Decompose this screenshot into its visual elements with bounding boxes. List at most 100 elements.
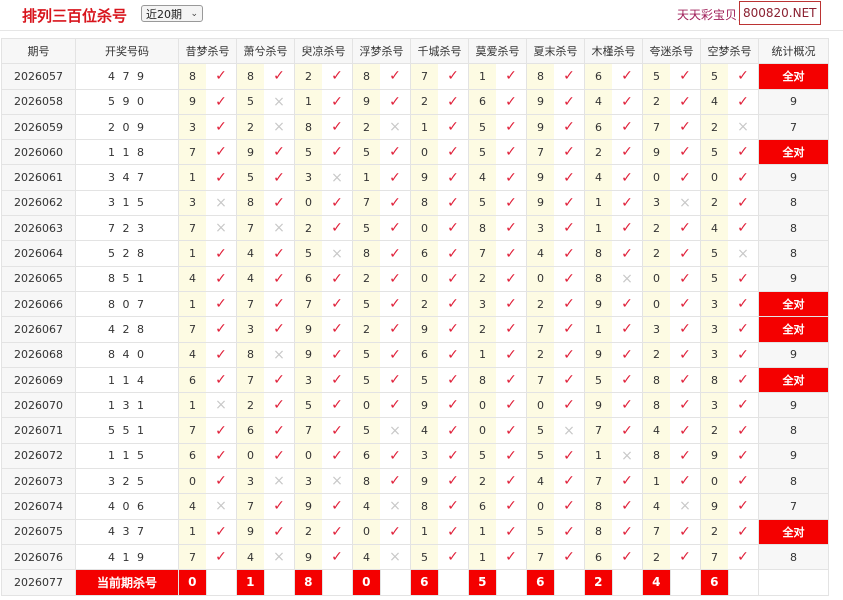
check-icon: ✓ xyxy=(496,316,527,343)
kill-number-cell: 3 xyxy=(526,215,554,242)
cross-icon: × xyxy=(554,417,585,444)
check-icon: ✓ xyxy=(322,316,353,343)
kill-number-cell: 8 xyxy=(352,63,380,90)
issue-cell: 2026069 xyxy=(1,366,76,394)
check-icon: ✓ xyxy=(612,88,643,115)
check-icon: ✓ xyxy=(380,316,411,343)
draw-number-cell: 1 1 5 xyxy=(75,442,179,470)
kill-number-cell: 8 xyxy=(526,63,554,90)
column-header: 萧兮杀号 xyxy=(236,37,295,65)
page-title: 排列三百位杀号 xyxy=(22,7,128,25)
kill-number-cell: 0 xyxy=(352,392,380,419)
check-icon: ✓ xyxy=(438,341,469,368)
check-icon: ✓ xyxy=(670,139,701,166)
kill-number-cell: 1 xyxy=(410,113,438,141)
kill-number-cell: 1 xyxy=(584,189,612,217)
issue-cell: 2026077 xyxy=(1,569,76,596)
check-icon: ✓ xyxy=(554,493,585,520)
check-icon: ✓ xyxy=(670,88,701,115)
kill-number-cell: 9 xyxy=(294,316,322,343)
kill-number-cell: 3 xyxy=(700,341,728,368)
issue-cell: 2026074 xyxy=(1,493,76,520)
kill-number-cell: 9 xyxy=(410,468,438,495)
check-icon: ✓ xyxy=(496,468,527,495)
kill-number-cell: 2 xyxy=(642,341,670,368)
kill-number-cell: 9 xyxy=(584,341,612,368)
draw-number-cell: 1 1 8 xyxy=(75,139,179,166)
stat-cell: 8 xyxy=(758,468,829,495)
check-icon: ✓ xyxy=(496,290,527,318)
kill-number-cell: 1 xyxy=(468,63,496,90)
current-kill-number: 6 xyxy=(700,569,729,596)
kill-number-cell: 2 xyxy=(410,88,438,115)
kill-number-cell: 1 xyxy=(178,240,206,267)
kill-number-cell: 5 xyxy=(294,139,322,166)
column-header: 臾凉杀号 xyxy=(294,37,353,65)
kill-number-cell: 2 xyxy=(294,63,322,90)
kill-number-cell: 7 xyxy=(294,290,322,318)
check-icon: ✓ xyxy=(612,366,643,394)
check-icon: ✓ xyxy=(554,215,585,242)
check-icon: ✓ xyxy=(206,265,237,292)
table-header-row: 期号 开奖号码 昔梦杀号 萧兮杀号 臾凉杀号 浮梦杀号 千城杀号 莫爱杀号 夏末杀号 木槿杀号 夸迷… xyxy=(1,37,829,65)
table-row: 2026060 1 1 8 7 ✓ 9 ✓ 5 ✓ 5 ✓ 0 ✓ 5 ✓ 7 ✓ 2 ✓ 9 ✓ 5 ✓ 全对 xyxy=(1,139,829,166)
kill-number-cell: 6 xyxy=(236,417,264,444)
kill-number-cell: 8 xyxy=(584,493,612,520)
table-row: 2026071 5 5 1 7 ✓ 6 ✓ 7 ✓ 5 × 4 ✓ 0 ✓ 5 × 7 ✓ 4 ✓ 2 ✓ 8 xyxy=(1,417,829,444)
kill-number-cell: 7 xyxy=(526,139,554,166)
check-icon: ✓ xyxy=(496,518,527,545)
check-icon: ✓ xyxy=(496,88,527,115)
kill-number-cell: 7 xyxy=(468,240,496,267)
stat-cell: 8 xyxy=(758,189,829,217)
check-icon: ✓ xyxy=(380,88,411,115)
check-icon: ✓ xyxy=(496,189,527,217)
kill-number-cell: 9 xyxy=(294,341,322,368)
check-icon: ✓ xyxy=(380,442,411,470)
check-icon: ✓ xyxy=(322,442,353,470)
check-icon: ✓ xyxy=(554,518,585,545)
period-select[interactable]: 近20期 ⌄ xyxy=(141,5,203,22)
check-icon: ✓ xyxy=(612,392,643,419)
check-icon: ✓ xyxy=(322,493,353,520)
kill-number-cell: 4 xyxy=(700,215,728,242)
kill-number-cell: 4 xyxy=(642,493,670,520)
kill-number-cell: 2 xyxy=(468,316,496,343)
kill-number-cell: 8 xyxy=(294,113,322,141)
check-icon: ✓ xyxy=(264,366,295,394)
check-icon: ✓ xyxy=(728,215,759,242)
check-icon: ✓ xyxy=(206,88,237,115)
kill-number-cell: 0 xyxy=(178,468,206,495)
kill-number-cell: 3 xyxy=(700,392,728,419)
kill-number-cell: 2 xyxy=(294,215,322,242)
stat-cell: 9 xyxy=(758,164,829,191)
check-icon: ✓ xyxy=(438,468,469,495)
brand-badge[interactable]: 800820.NET xyxy=(739,1,821,25)
stat-cell: 全对 xyxy=(758,139,829,166)
check-icon: ✓ xyxy=(612,417,643,444)
kill-number-cell: 6 xyxy=(584,63,612,90)
check-icon: ✓ xyxy=(554,543,585,571)
kill-number-cell: 5 xyxy=(526,442,554,470)
kill-number-cell: 2 xyxy=(468,468,496,495)
check-icon: ✓ xyxy=(206,442,237,470)
check-icon: ✓ xyxy=(206,240,237,267)
check-icon: ✓ xyxy=(496,215,527,242)
cross-icon: × xyxy=(612,442,643,470)
kill-number-cell: 9 xyxy=(236,518,264,545)
table-row: 2026070 1 3 1 1 × 2 ✓ 5 ✓ 0 ✓ 9 ✓ 0 ✓ 0 ✓ 9 ✓ 8 ✓ 3 ✓ 9 xyxy=(1,392,829,419)
cross-icon: × xyxy=(728,113,759,141)
kill-number-cell: 7 xyxy=(178,215,206,242)
check-icon: ✓ xyxy=(728,139,759,166)
kill-number-cell: 8 xyxy=(642,392,670,419)
kill-number-cell: 5 xyxy=(700,240,728,267)
check-icon: ✓ xyxy=(496,392,527,419)
issue-cell: 2026068 xyxy=(1,341,76,368)
kill-number-cell: 6 xyxy=(468,493,496,520)
check-icon: ✓ xyxy=(670,341,701,368)
check-icon: ✓ xyxy=(380,468,411,495)
kill-number-cell: 5 xyxy=(700,265,728,292)
check-icon: ✓ xyxy=(380,189,411,217)
issue-cell: 2026059 xyxy=(1,113,76,141)
kill-number-cell: 0 xyxy=(468,392,496,419)
current-kill-number: 6 xyxy=(410,569,439,596)
